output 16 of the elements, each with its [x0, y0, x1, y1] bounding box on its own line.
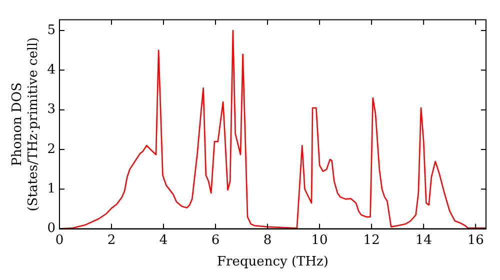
y-tick-label: 4 — [47, 62, 56, 78]
y-tick-label: 3 — [47, 102, 56, 118]
x-tick-label: 2 — [107, 232, 116, 248]
y-axis-title: Phonon DOS (States/THz·primitive cell) — [10, 37, 41, 212]
x-tick-label: 12 — [363, 232, 380, 248]
x-tick-label: 14 — [415, 232, 432, 248]
y-tick-label: 5 — [47, 22, 56, 38]
y-tick-label: 0 — [47, 221, 56, 236]
x-tick-label: 16 — [467, 232, 484, 248]
x-tick-label: 4 — [159, 232, 168, 248]
x-tick-label: 8 — [263, 232, 272, 248]
y-tick-label: 2 — [47, 142, 56, 157]
x-tick-label: 6 — [211, 232, 220, 248]
x-tick-label: 10 — [311, 232, 328, 248]
y-tick-label: 1 — [47, 182, 56, 197]
x-axis-title: Frequency (THz) — [217, 254, 328, 270]
